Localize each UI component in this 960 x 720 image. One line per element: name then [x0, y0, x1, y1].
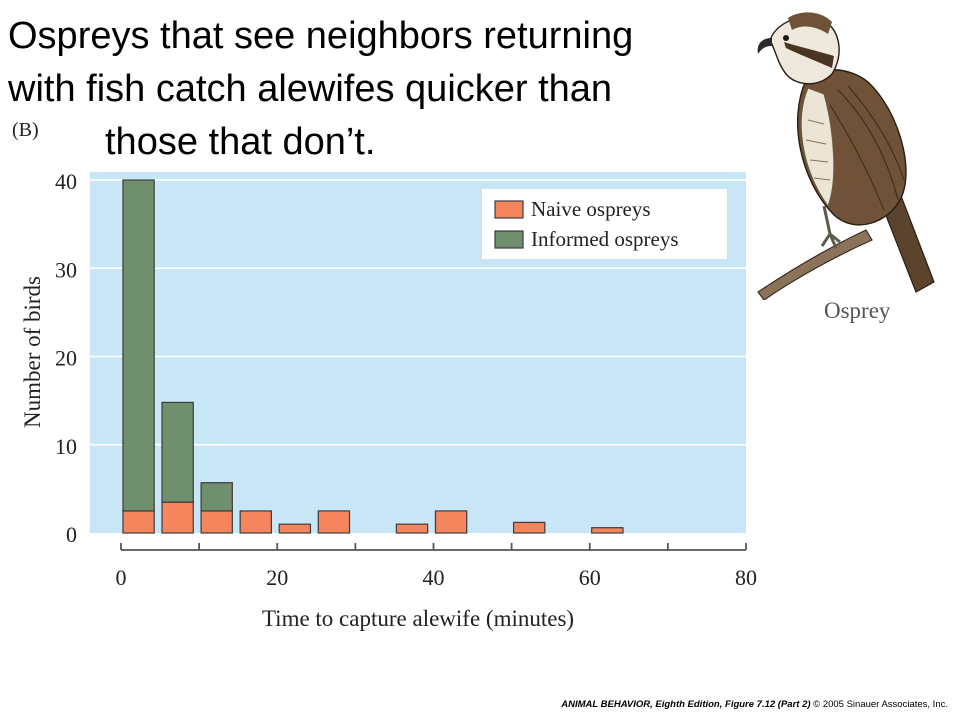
bar-naive — [200, 510, 233, 534]
credit-source: ANIMAL BEHAVIOR, Eighth Edition, Figure … — [561, 699, 811, 710]
legend-swatch-informed — [494, 230, 524, 249]
osprey-label: Osprey — [824, 298, 891, 323]
y-tick-label: 20 — [55, 346, 77, 371]
histogram-chart: 0 10 20 30 40 Number of birds 0 20 40 60 80 Time to… — [20, 169, 757, 631]
bar-naive — [434, 510, 468, 534]
title-line-3: those that don’t. — [105, 121, 376, 163]
y-tick-label: 30 — [55, 257, 77, 282]
x-tick-label: 20 — [266, 565, 288, 590]
figure-credit: ANIMAL BEHAVIOR, Eighth Edition, Figure … — [561, 699, 948, 710]
bar-informed — [161, 401, 194, 503]
y-tick-label: 40 — [55, 169, 77, 194]
bar-naive — [395, 523, 429, 534]
x-axis-title: Time to capture alewife (minutes) — [262, 606, 574, 631]
y-tick-label: 0 — [66, 522, 77, 547]
bar-naive — [317, 510, 351, 534]
x-tick-label: 40 — [423, 565, 445, 590]
title-line-1: Ospreys that see neighbors returning — [8, 15, 634, 57]
y-axis-title: Number of birds — [20, 276, 45, 428]
bar-naive — [278, 523, 312, 534]
bar-naive — [161, 501, 194, 534]
slide-title: Ospreys that see neighbors returning wit… — [8, 10, 728, 169]
bar-informed — [200, 482, 233, 512]
y-tick-label: 10 — [55, 434, 77, 459]
x-tick-label: 80 — [735, 565, 757, 590]
bar-naive — [122, 510, 155, 534]
legend-label-informed: Informed ospreys — [531, 227, 679, 251]
title-line-2: with fish catch alewifes quicker than — [8, 68, 613, 110]
osprey-illustration — [757, 12, 935, 300]
x-tick-label: 60 — [579, 565, 601, 590]
legend-label-naive: Naive ospreys — [531, 197, 651, 221]
bar-naive — [591, 527, 624, 534]
legend-swatch-naive — [494, 200, 524, 219]
bar-naive — [512, 521, 546, 534]
x-tick-label: 0 — [116, 565, 127, 590]
bar-informed — [122, 179, 155, 512]
credit-copyright: © 2005 Sinauer Associates, Inc. — [810, 699, 948, 710]
panel-label: (B) — [12, 119, 39, 141]
bar-naive — [239, 510, 272, 534]
